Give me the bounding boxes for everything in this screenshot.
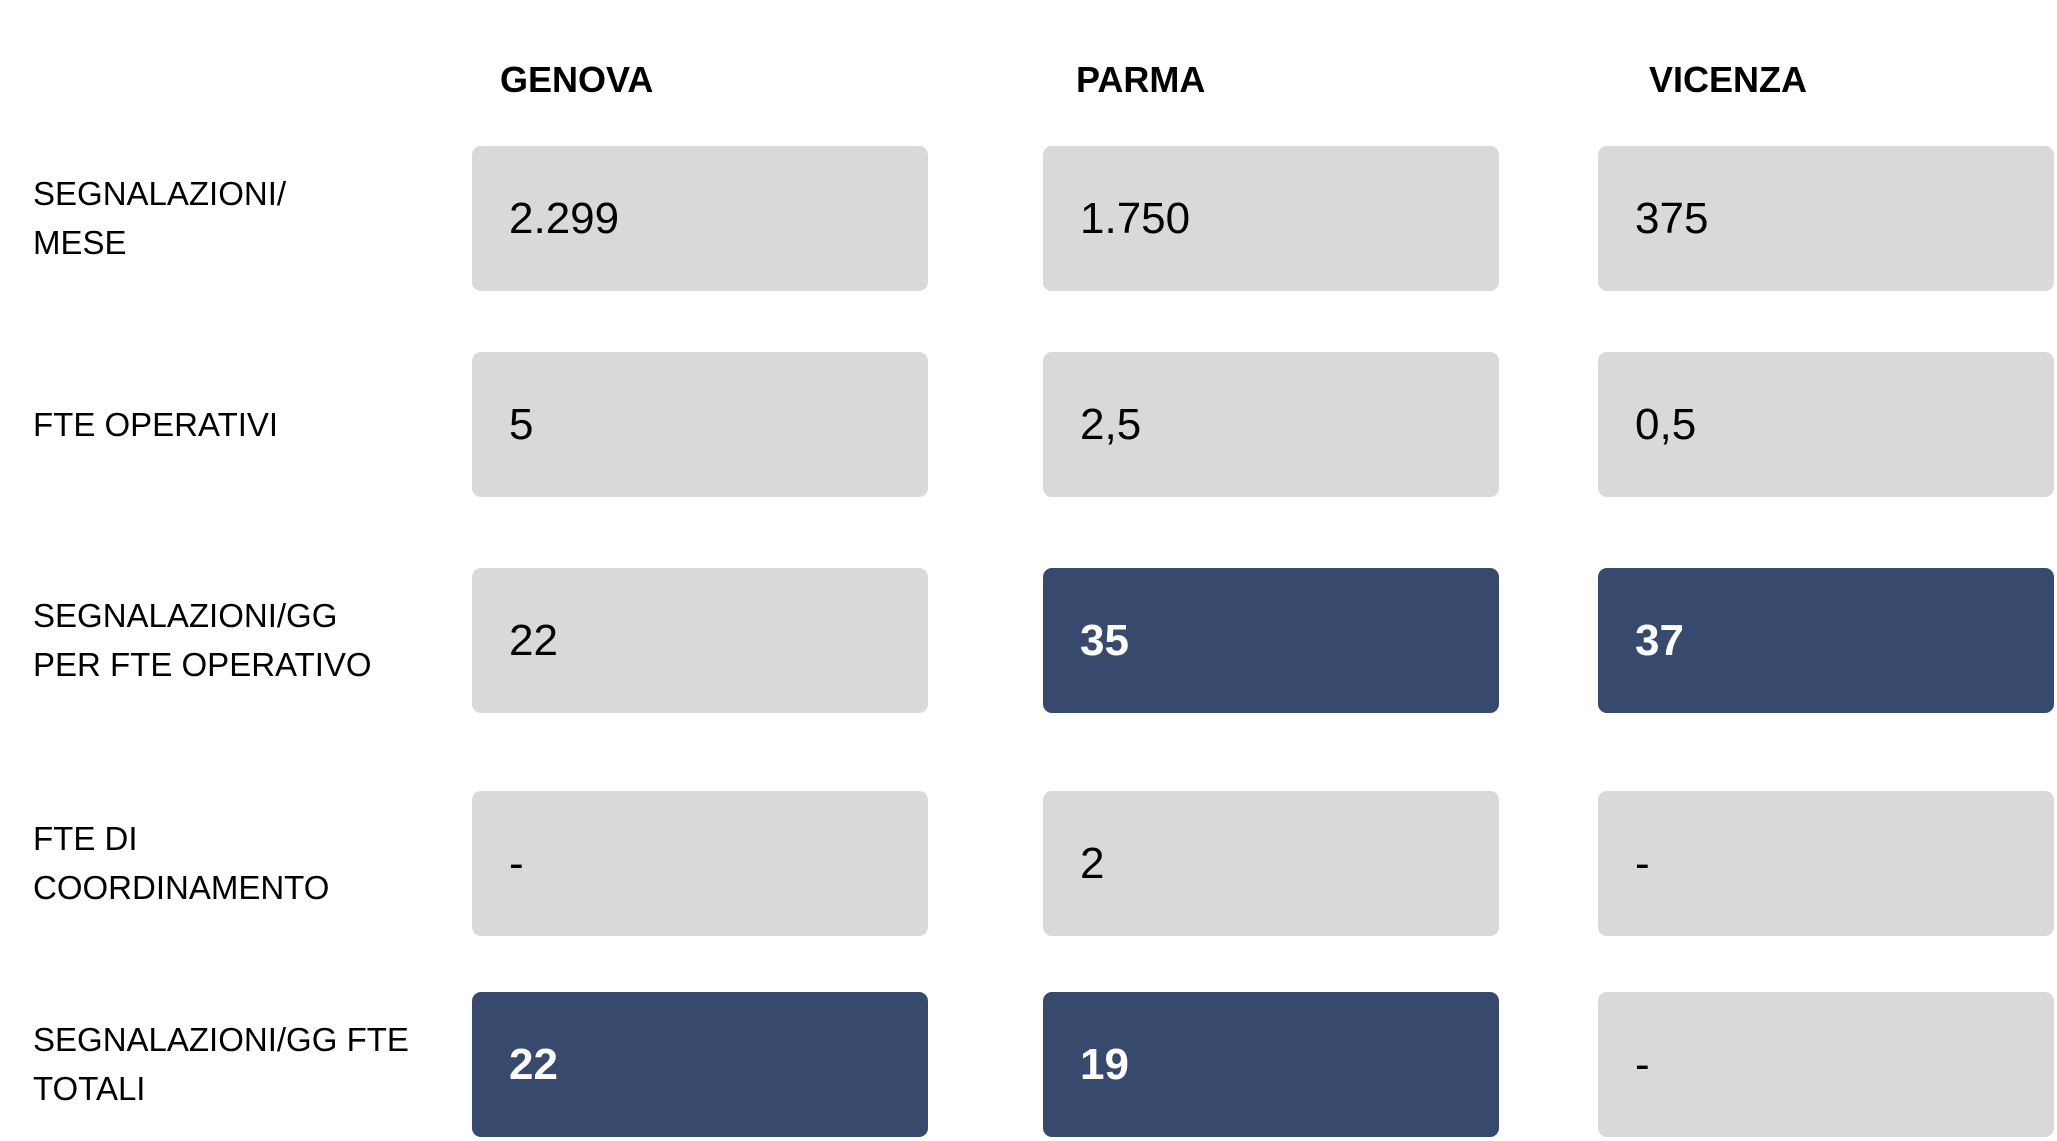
cell: 2,5 [1043,352,1499,497]
row-label-line: FTE DI [33,820,138,857]
row-label-line: COORDINAMENTO [33,869,330,906]
cell: 2.299 [472,146,928,291]
column-header: GENOVA [500,59,654,100]
row-label: SEGNALAZIONI/GG FTE TOTALI [33,1015,409,1113]
column-header: VICENZA [1649,59,1808,100]
cell: 22 [472,568,928,713]
row-label: FTE DI COORDINAMENTO [33,814,329,912]
cell: 375 [1598,146,2054,291]
row-label: SEGNALAZIONI/MESE [33,169,286,267]
row-label-line: SEGNALAZIONI/GG [33,597,338,634]
highlighted-cell: 37 [1598,568,2054,713]
cell: - [1598,992,2054,1137]
row-label: FTE OPERATIVI [33,400,278,449]
row-label-line: SEGNALAZIONI/ [33,175,287,212]
cell: 0,5 [1598,352,2054,497]
cell: 2 [1043,791,1499,936]
row-label: SEGNALAZIONI/GG PER FTE OPERATIVO [33,591,372,689]
column-header: PARMA [1076,59,1206,100]
row-label-line: PER FTE OPERATIVO [33,646,372,683]
row-label-line: TOTALI [33,1070,146,1107]
highlighted-cell: 19 [1043,992,1499,1137]
cell: 5 [472,352,928,497]
highlighted-cell: 35 [1043,568,1499,713]
row-label-line: MESE [33,224,127,261]
cell: - [472,791,928,936]
row-label-line: SEGNALAZIONI/GG FTE [33,1021,409,1058]
row-label-line: FTE OPERATIVI [33,405,279,443]
cell: - [1598,791,2054,936]
highlighted-cell: 22 [472,992,928,1137]
cell: 1.750 [1043,146,1499,291]
